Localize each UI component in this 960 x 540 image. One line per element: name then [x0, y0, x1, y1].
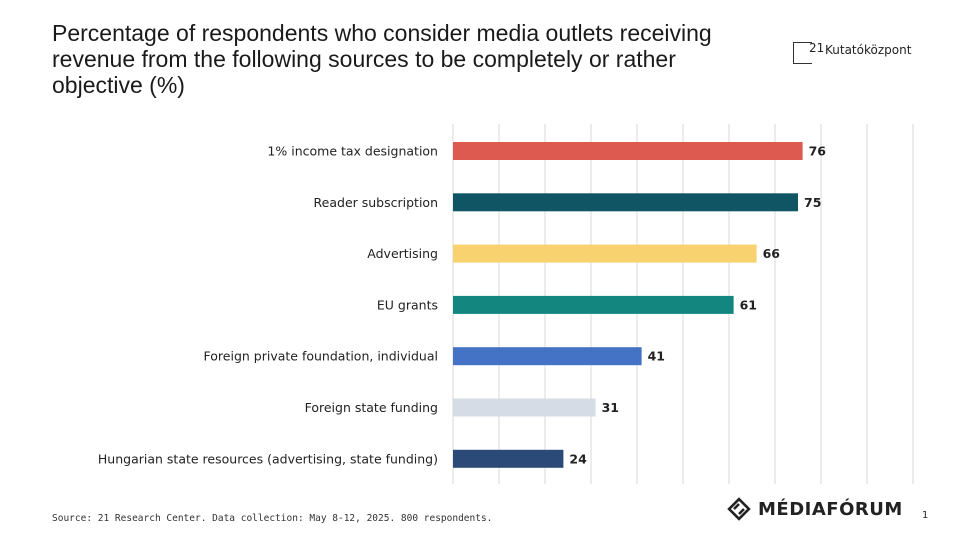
bar: [453, 142, 803, 160]
brand-bracket-icon: [793, 42, 812, 64]
mediaforum-diamond-icon: [727, 497, 751, 521]
brand-name: Kutatóközpont: [825, 43, 912, 57]
bar: [453, 295, 734, 314]
value-label: 76: [809, 144, 827, 159]
bar: [453, 398, 596, 417]
brand-number: 21: [809, 41, 825, 55]
category-label: Reader subscription: [314, 195, 438, 210]
value-label: 66: [763, 246, 781, 261]
bar: [453, 244, 757, 263]
value-label: 61: [740, 297, 757, 312]
bars: [453, 142, 803, 468]
bar: [453, 193, 798, 212]
category-label: Foreign state funding: [305, 400, 438, 415]
category-label: Hungarian state resources (advertising, …: [98, 451, 438, 466]
bar: [453, 347, 642, 366]
value-label: 24: [569, 451, 587, 466]
value-label: 31: [602, 400, 619, 415]
page-number: 1: [922, 510, 929, 521]
mediaforum-logo-text: MÉDIAFÓRUM: [758, 498, 903, 520]
category-label: EU grants: [377, 297, 438, 312]
category-label: Foreign private foundation, individual: [204, 349, 438, 364]
category-labels: 1% income tax designation Reader subscrip…: [98, 144, 438, 467]
brand-logo: [793, 42, 812, 64]
bar: [453, 449, 564, 468]
mediaforum-logo: MÉDIAFÓRUM: [727, 497, 903, 521]
value-labels: 76 75 66 61 41 31 24: [569, 144, 826, 467]
source-note: Source: 21 Research Center. Data collect…: [52, 513, 493, 524]
chart-title: Percentage of respondents who consider m…: [52, 20, 712, 98]
value-label: 41: [648, 349, 665, 364]
value-label: 75: [804, 195, 821, 210]
category-label: 1% income tax designation: [267, 144, 438, 159]
category-label: Advertising: [367, 246, 438, 261]
